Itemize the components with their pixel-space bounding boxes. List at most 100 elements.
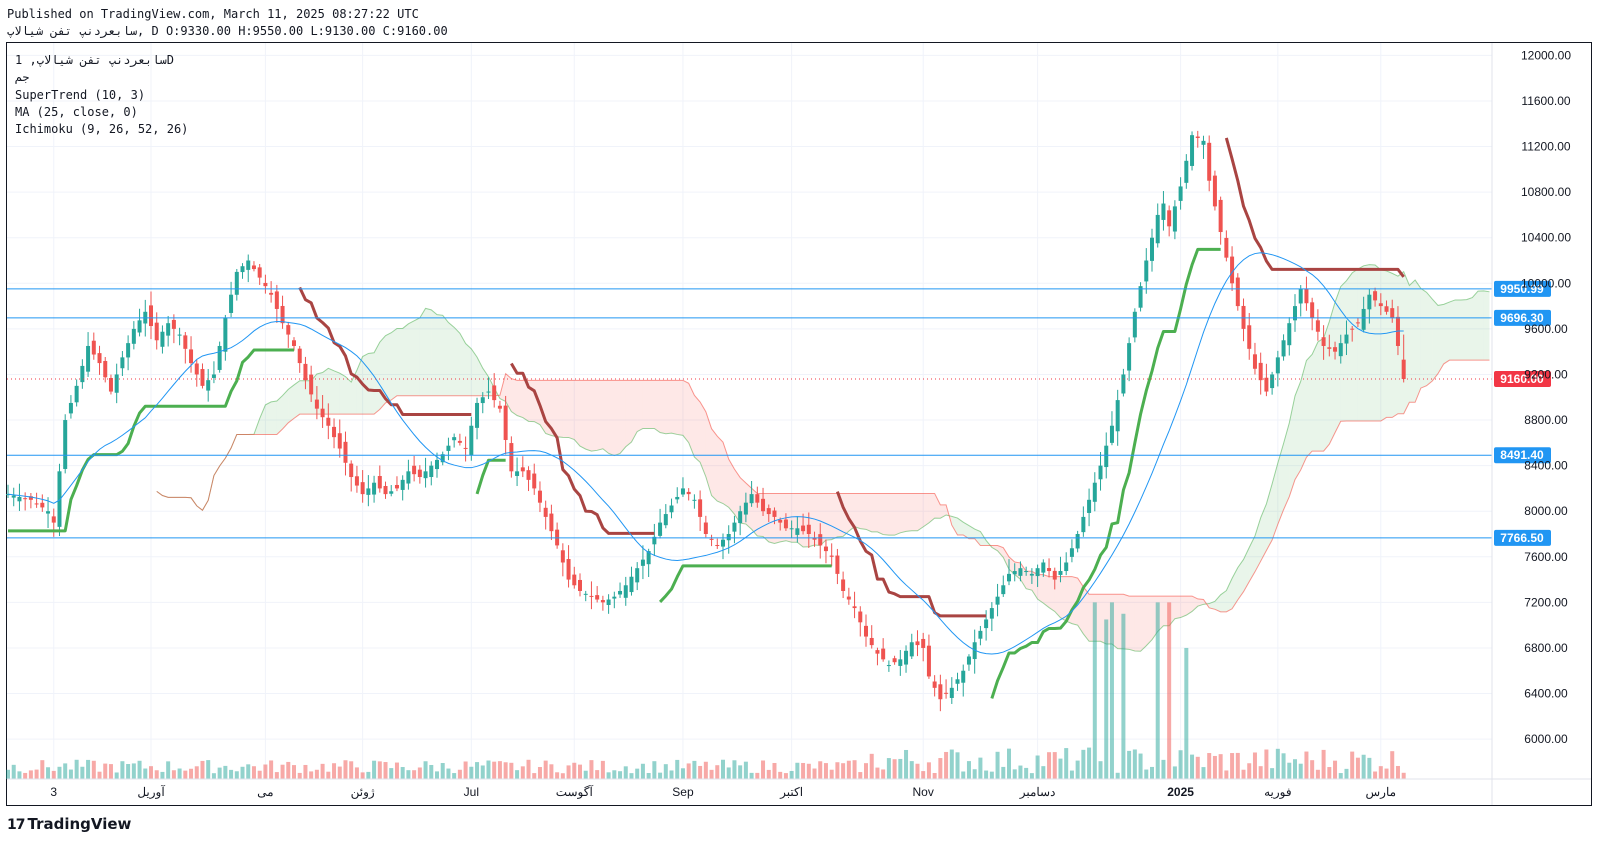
time-tick-label: 2025 bbox=[1167, 785, 1194, 799]
candle-body bbox=[766, 508, 771, 515]
price-tick-label: 8800.00 bbox=[1524, 413, 1568, 427]
candle-body bbox=[189, 349, 194, 364]
legend-ma[interactable]: MA (25, close, 0) bbox=[15, 105, 138, 119]
candle-body bbox=[749, 494, 754, 504]
cloud-segment bbox=[574, 380, 580, 447]
candle-body bbox=[1155, 214, 1160, 244]
cloud-segment bbox=[1174, 596, 1181, 619]
legend-ichimoku[interactable]: Ichimoku (9, 26, 52, 26) bbox=[15, 122, 189, 136]
volume-bar bbox=[1064, 748, 1069, 779]
volume-bar bbox=[984, 770, 989, 779]
cloud-segment bbox=[1140, 596, 1147, 652]
volume-bar bbox=[194, 766, 199, 779]
cloud-segment bbox=[1232, 567, 1238, 609]
time-tick-label: 3 bbox=[50, 785, 57, 799]
volume-bar bbox=[921, 771, 926, 779]
cloud-segment bbox=[431, 309, 437, 396]
volume-bar bbox=[1195, 756, 1200, 779]
volume-bar bbox=[578, 764, 582, 779]
volume-bar bbox=[486, 760, 491, 779]
candle-body bbox=[34, 503, 39, 505]
candle-body bbox=[475, 402, 480, 428]
candle-body bbox=[646, 551, 651, 565]
cloud-segment bbox=[614, 380, 621, 456]
volume-bar bbox=[23, 772, 28, 779]
volume-bar bbox=[600, 760, 605, 779]
volume-bar bbox=[595, 770, 600, 779]
candle-body bbox=[1252, 354, 1257, 369]
volume-bar bbox=[1178, 750, 1183, 779]
volume-bar bbox=[892, 759, 897, 779]
candle-body bbox=[915, 641, 920, 646]
volume-bar bbox=[343, 760, 348, 779]
cloud-segment bbox=[517, 380, 523, 418]
candle-body bbox=[457, 440, 462, 443]
volume-bar bbox=[1298, 763, 1303, 779]
volume-bar bbox=[263, 764, 268, 779]
cloud-segment bbox=[911, 493, 918, 531]
volume-bar bbox=[978, 757, 983, 779]
volume-bar bbox=[412, 770, 417, 779]
candle-body bbox=[1121, 374, 1126, 394]
candle-body bbox=[1195, 136, 1200, 139]
price-tick-label: 10400.00 bbox=[1521, 231, 1571, 245]
cloud-segment bbox=[334, 370, 340, 415]
last-price-tag bbox=[1494, 371, 1551, 388]
volume-bar bbox=[1184, 647, 1189, 779]
volume-bar bbox=[1333, 760, 1338, 779]
volume-bar bbox=[68, 769, 73, 779]
legend-supertrend[interactable]: SuperTrend (10, 3) bbox=[15, 88, 146, 102]
candle-body bbox=[486, 391, 491, 393]
cloud-segment bbox=[1300, 360, 1307, 470]
volume-bar bbox=[435, 771, 439, 779]
tradingview-logo: 17 TradingView bbox=[7, 815, 131, 833]
volume-bar bbox=[972, 769, 977, 779]
volume-bar bbox=[314, 769, 319, 779]
volume-bar bbox=[372, 760, 377, 779]
cloud-segment bbox=[1380, 269, 1387, 422]
volume-bar bbox=[732, 760, 737, 779]
candle-body bbox=[721, 539, 725, 547]
volume-bar bbox=[589, 760, 594, 779]
volume-bar bbox=[1007, 748, 1011, 779]
volume-bar bbox=[189, 768, 194, 779]
candle-body bbox=[1207, 142, 1212, 181]
volume-bar bbox=[200, 760, 205, 779]
time-tick-label: آوریل bbox=[137, 784, 165, 799]
candle-body bbox=[51, 516, 56, 523]
candle-body bbox=[217, 345, 222, 370]
volume-bar bbox=[1092, 602, 1097, 779]
volume-bar bbox=[1098, 761, 1103, 779]
senkou-span-a bbox=[156, 264, 1490, 652]
candle-body bbox=[463, 447, 468, 449]
cloud-segment bbox=[894, 493, 901, 536]
volume-bar bbox=[881, 769, 886, 779]
price-tick-label: 9600.00 bbox=[1524, 322, 1568, 336]
volume-bar bbox=[926, 762, 931, 779]
candle-body bbox=[154, 322, 159, 341]
cloud-segment bbox=[282, 389, 289, 429]
volume-bar bbox=[492, 761, 497, 779]
supertrend-segment bbox=[298, 286, 472, 417]
volume-bar bbox=[475, 762, 480, 779]
volume-bar bbox=[1395, 765, 1400, 779]
volume-bar bbox=[1230, 753, 1235, 779]
candle-body bbox=[532, 473, 537, 489]
volume-bar bbox=[1155, 602, 1160, 779]
candle-body bbox=[337, 433, 342, 449]
volume-bar bbox=[1270, 768, 1275, 779]
candle-body bbox=[400, 479, 405, 490]
candle-body bbox=[40, 502, 45, 508]
volume-bar bbox=[1281, 753, 1286, 779]
volume-bar bbox=[566, 765, 571, 779]
candle-body bbox=[274, 291, 279, 309]
volume-bar bbox=[652, 761, 657, 779]
volume-bar bbox=[1304, 751, 1309, 779]
candle-body bbox=[440, 454, 445, 463]
candle-body bbox=[366, 488, 371, 495]
time-tick-label: دسامبر bbox=[1019, 785, 1056, 799]
volume-bar bbox=[692, 760, 697, 779]
volume-bar bbox=[251, 766, 256, 779]
candle-body bbox=[1064, 562, 1069, 572]
